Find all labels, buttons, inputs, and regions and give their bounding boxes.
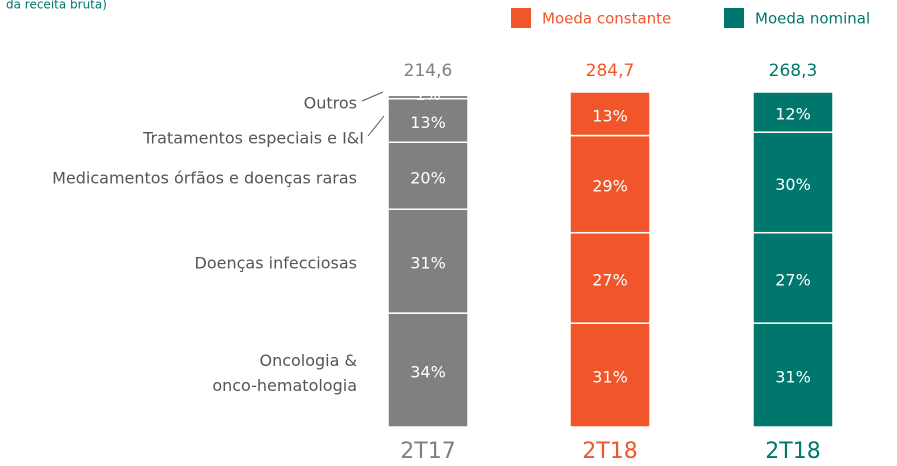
total-label: 284,7 bbox=[586, 61, 635, 81]
bar-segment bbox=[569, 91, 651, 137]
category-label: 2T17 bbox=[400, 439, 455, 464]
value-label: 20% bbox=[410, 168, 446, 187]
bar-segment bbox=[752, 231, 834, 324]
bar-segment bbox=[752, 322, 834, 428]
value-label: 1% bbox=[415, 85, 440, 104]
leader-line bbox=[367, 115, 385, 137]
bar-segment bbox=[387, 312, 469, 428]
category-label: 2T18 bbox=[765, 439, 820, 464]
bar-segment bbox=[569, 231, 651, 324]
total-label: 214,6 bbox=[404, 61, 453, 81]
series-label: Outros bbox=[304, 94, 357, 113]
subtitle: da receita bruta) bbox=[6, 0, 107, 12]
value-label: 31% bbox=[775, 368, 811, 387]
bar-segment bbox=[752, 91, 834, 133]
bar-segment bbox=[387, 94, 469, 100]
total-label: 268,3 bbox=[769, 61, 818, 81]
value-label: 13% bbox=[410, 113, 446, 132]
value-label: 27% bbox=[592, 270, 628, 289]
bar-segment bbox=[752, 131, 834, 234]
series-label: Oncologia & onco-hematologia bbox=[212, 351, 357, 395]
bar-segment bbox=[387, 208, 469, 314]
value-label: 13% bbox=[592, 106, 628, 125]
value-label: 30% bbox=[775, 175, 811, 194]
value-label: 31% bbox=[592, 368, 628, 387]
bar-segment bbox=[569, 134, 651, 234]
bar-segment bbox=[387, 97, 469, 143]
legend-swatch bbox=[511, 8, 531, 28]
series-label: Doenças infecciosas bbox=[195, 254, 357, 273]
value-label: 27% bbox=[775, 270, 811, 289]
value-label: 12% bbox=[775, 105, 811, 124]
category-label: 2T18 bbox=[582, 439, 637, 464]
legend-swatch bbox=[724, 8, 744, 28]
series-label: Medicamentos órfãos e doenças raras bbox=[52, 168, 357, 187]
value-label: 34% bbox=[410, 363, 446, 382]
value-label: 29% bbox=[592, 177, 628, 196]
legend-label: Moeda constante bbox=[542, 10, 671, 28]
series-label: Tratamentos especiais e I&I bbox=[142, 129, 364, 148]
value-label: 31% bbox=[410, 254, 446, 273]
leader-line bbox=[361, 91, 384, 102]
legend-label: Moeda nominal bbox=[755, 10, 870, 28]
